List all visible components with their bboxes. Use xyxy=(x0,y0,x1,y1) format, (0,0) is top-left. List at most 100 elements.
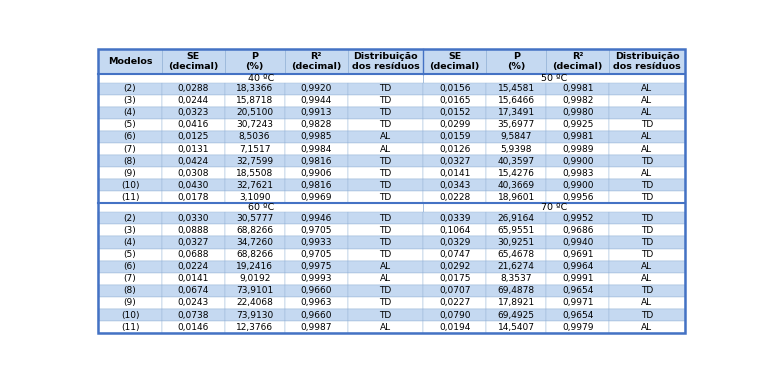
Bar xyxy=(546,167,609,179)
Text: 5,9398: 5,9398 xyxy=(500,144,532,153)
Bar xyxy=(161,95,225,107)
Text: AL: AL xyxy=(380,274,391,283)
Bar xyxy=(225,297,285,309)
Bar xyxy=(348,285,423,297)
Bar xyxy=(225,82,285,95)
Text: 0,0244: 0,0244 xyxy=(177,96,209,105)
Text: R²
(decimal): R² (decimal) xyxy=(291,52,342,71)
Bar xyxy=(225,167,285,179)
Text: 20,5100: 20,5100 xyxy=(236,108,274,117)
Bar xyxy=(161,249,225,261)
Bar xyxy=(99,261,161,273)
Text: 0,0141: 0,0141 xyxy=(177,274,209,283)
Bar xyxy=(348,191,423,203)
Bar xyxy=(486,273,546,285)
Text: 0,0152: 0,0152 xyxy=(439,108,471,117)
Bar xyxy=(486,297,546,309)
Text: 19,2416: 19,2416 xyxy=(236,262,273,271)
Text: 0,0126: 0,0126 xyxy=(439,144,471,153)
Bar xyxy=(486,50,546,74)
Bar xyxy=(486,131,546,143)
Bar xyxy=(423,309,486,321)
Bar xyxy=(161,119,225,131)
Text: AL: AL xyxy=(642,144,652,153)
Text: 0,9987: 0,9987 xyxy=(300,323,332,332)
Bar xyxy=(546,50,609,74)
Text: (2): (2) xyxy=(124,214,136,223)
Bar xyxy=(99,131,161,143)
Bar xyxy=(348,249,423,261)
Text: (9): (9) xyxy=(124,299,137,308)
Text: R²
(decimal): R² (decimal) xyxy=(552,52,603,71)
Text: 50 ºC: 50 ºC xyxy=(541,74,567,83)
Bar xyxy=(285,131,348,143)
Bar xyxy=(546,131,609,143)
Text: Distribuição
dos resíduos: Distribuição dos resíduos xyxy=(613,52,681,71)
Bar xyxy=(609,285,685,297)
Text: 0,9981: 0,9981 xyxy=(562,132,594,141)
Text: 0,0224: 0,0224 xyxy=(177,262,209,271)
Text: 7,1517: 7,1517 xyxy=(239,144,270,153)
Bar xyxy=(285,224,348,237)
Text: 17,3491: 17,3491 xyxy=(497,108,535,117)
Text: 0,9900: 0,9900 xyxy=(562,156,594,165)
Text: (8): (8) xyxy=(124,156,137,165)
Bar xyxy=(546,119,609,131)
Text: 0,0156: 0,0156 xyxy=(439,84,471,93)
Text: 0,0674: 0,0674 xyxy=(177,287,209,296)
Bar xyxy=(285,82,348,95)
Text: TD: TD xyxy=(379,311,391,320)
Text: 0,9686: 0,9686 xyxy=(562,226,594,235)
Bar xyxy=(486,212,546,224)
Text: 0,9900: 0,9900 xyxy=(562,181,594,190)
Text: 35,6977: 35,6977 xyxy=(497,120,535,129)
Text: (10): (10) xyxy=(121,181,139,190)
Bar xyxy=(285,143,348,155)
Text: 0,0888: 0,0888 xyxy=(177,226,209,235)
Text: 15,6466: 15,6466 xyxy=(497,96,535,105)
Text: 0,9985: 0,9985 xyxy=(300,132,332,141)
Text: 0,9944: 0,9944 xyxy=(300,96,332,105)
Text: 12,3766: 12,3766 xyxy=(236,323,274,332)
Bar xyxy=(99,155,161,167)
Bar xyxy=(285,95,348,107)
Text: 26,9164: 26,9164 xyxy=(497,214,535,223)
Text: 0,9705: 0,9705 xyxy=(300,250,332,259)
Bar xyxy=(99,167,161,179)
Bar xyxy=(285,261,348,273)
Bar xyxy=(486,309,546,321)
Text: 60 ºC: 60 ºC xyxy=(248,203,274,212)
Bar xyxy=(99,50,161,74)
Text: 0,9984: 0,9984 xyxy=(300,144,332,153)
Bar xyxy=(486,119,546,131)
Bar xyxy=(423,74,685,82)
Bar xyxy=(546,309,609,321)
Text: 0,0227: 0,0227 xyxy=(439,299,471,308)
Text: 0,0228: 0,0228 xyxy=(439,193,471,202)
Bar xyxy=(285,237,348,249)
Text: 73,9130: 73,9130 xyxy=(236,311,274,320)
Bar xyxy=(348,119,423,131)
Text: TD: TD xyxy=(379,169,391,178)
Text: 0,0747: 0,0747 xyxy=(439,250,471,259)
Text: AL: AL xyxy=(642,96,652,105)
Text: TD: TD xyxy=(379,299,391,308)
Bar xyxy=(99,224,161,237)
Text: 65,9551: 65,9551 xyxy=(497,226,535,235)
Text: 0,9982: 0,9982 xyxy=(562,96,594,105)
Bar xyxy=(546,143,609,155)
Text: 30,7243: 30,7243 xyxy=(236,120,273,129)
Text: 0,9983: 0,9983 xyxy=(562,169,594,178)
Text: (10): (10) xyxy=(121,311,139,320)
Bar xyxy=(225,224,285,237)
Text: AL: AL xyxy=(642,274,652,283)
Bar xyxy=(423,107,486,119)
Bar xyxy=(225,212,285,224)
Bar xyxy=(348,50,423,74)
Bar xyxy=(609,131,685,143)
Bar xyxy=(99,309,161,321)
Text: 0,0194: 0,0194 xyxy=(439,323,471,332)
Bar xyxy=(423,143,486,155)
Text: 18,9601: 18,9601 xyxy=(497,193,535,202)
Text: (11): (11) xyxy=(121,323,139,332)
